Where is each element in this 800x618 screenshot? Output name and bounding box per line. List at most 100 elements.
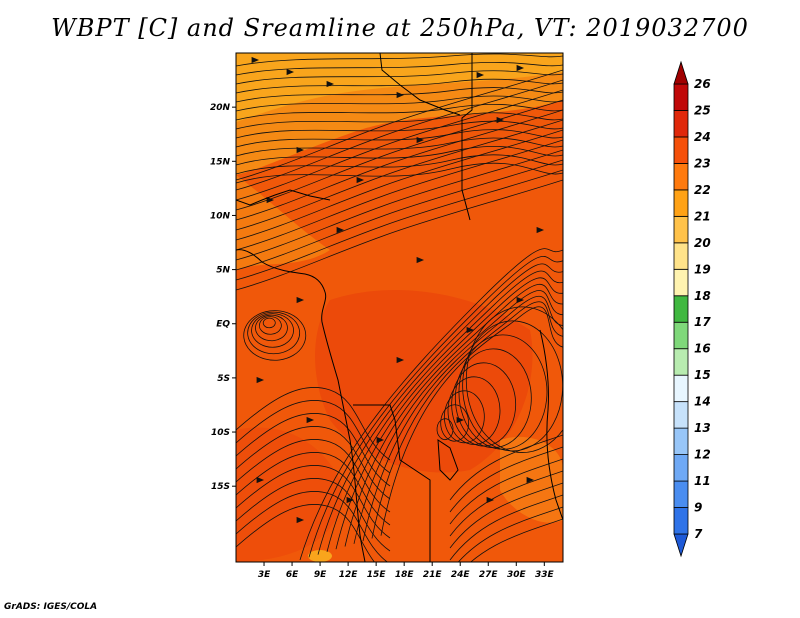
streamline <box>436 418 454 440</box>
lon-tick-label: 6E <box>286 570 299 580</box>
colorbar-label: 14 <box>694 395 711 409</box>
streamline-arrow <box>516 296 525 304</box>
streamline-arrow <box>516 64 525 72</box>
streamline-arrow <box>416 136 425 144</box>
colorbar-label: 22 <box>694 183 711 197</box>
streamline-arrow <box>256 476 265 484</box>
streamline <box>371 301 563 539</box>
lat-tick-label: 15S <box>211 482 230 492</box>
coastlines <box>236 53 563 562</box>
colorbar-box <box>673 110 689 138</box>
streamline <box>236 149 563 261</box>
colorbar-box <box>673 136 689 164</box>
streamline <box>262 317 276 329</box>
streamline <box>236 426 391 500</box>
streamline <box>299 248 563 561</box>
chart-title: WBPT [C] and Sreamline at 250hPa, VT: 20… <box>51 14 749 42</box>
streamline-arrow <box>256 376 265 384</box>
streamline <box>326 270 563 552</box>
streamline <box>236 169 563 281</box>
streamline <box>449 482 563 549</box>
colorbar-box <box>673 480 689 508</box>
streamline-arrow <box>296 296 305 304</box>
colorbar-label: 24 <box>694 130 711 144</box>
streamline <box>458 334 548 450</box>
colorbar-label: 18 <box>694 289 711 303</box>
lat-tick-label: 10N <box>210 211 231 221</box>
streamline <box>247 311 301 355</box>
streamline-arrow <box>286 68 295 76</box>
lat-tick-label: 15N <box>210 157 231 167</box>
streamline <box>447 376 501 445</box>
streamline-arrow <box>326 80 335 88</box>
streamline-arrow <box>266 196 275 204</box>
streamline-arrow <box>296 146 305 154</box>
streamline <box>236 139 563 251</box>
streamline <box>236 439 391 513</box>
streamline-arrow <box>416 256 425 264</box>
streamline <box>236 179 563 291</box>
lon-tick-label: 27E <box>479 570 499 580</box>
lat-axis: 20N 15N 10N 5N EQ 5S 10S 15S <box>210 103 236 492</box>
colorbar: 7 9 11 12 13 14 15 16 17 18 19 20 21 22 23 24 25 26 <box>673 60 711 558</box>
streamline-arrow <box>396 356 405 364</box>
streamline <box>236 465 391 539</box>
lon-tick-label: 30E <box>507 570 527 580</box>
streamline-arrow <box>486 496 495 504</box>
streamline-arrow <box>356 176 365 184</box>
streamline <box>236 491 389 562</box>
plot-frame <box>235 52 564 563</box>
colorbar-box <box>673 401 689 429</box>
streamline <box>236 159 563 271</box>
streamline <box>380 306 563 536</box>
colorbar-box <box>673 507 689 535</box>
lon-tick-label: 18E <box>395 570 415 580</box>
streamline <box>236 61 563 76</box>
streamline-arrow <box>536 226 545 234</box>
streamline-arrow <box>296 516 305 524</box>
lat-tick-label: 20N <box>210 103 231 113</box>
map-plot-area <box>236 53 563 562</box>
streamline <box>451 362 517 447</box>
streamline <box>317 263 563 555</box>
streamline <box>258 316 282 335</box>
colorbar-box <box>673 163 689 191</box>
streamline <box>236 129 563 241</box>
streamline <box>236 78 563 94</box>
streamline <box>236 154 563 175</box>
streamline <box>243 310 307 361</box>
streamline <box>470 518 563 562</box>
colorbar-label: 7 <box>694 527 703 541</box>
colorbar-label: 15 <box>694 368 711 382</box>
streamline <box>236 89 563 201</box>
streamline <box>236 452 391 526</box>
lat-tick-label: 10S <box>211 428 230 438</box>
colorbar-box <box>673 454 689 482</box>
streamline <box>449 470 563 537</box>
streamline <box>236 99 563 211</box>
colorbar-max-triangle <box>673 60 689 85</box>
streamline <box>236 478 391 552</box>
streamline <box>236 162 563 184</box>
colorbar-box <box>673 295 689 323</box>
streamline <box>236 70 563 85</box>
streamline-arrow <box>466 326 475 334</box>
colorbar-label: 11 <box>694 474 711 488</box>
streamline <box>236 69 563 181</box>
wbpt-field-north2 <box>236 53 563 122</box>
streamline <box>353 290 563 544</box>
lat-tick-label: EQ <box>216 320 230 330</box>
streamline <box>236 109 563 221</box>
lon-axis: 3E 6E 9E 12E 15E 18E 21E 24E 27E 30E 33E <box>258 562 554 580</box>
lon-tick-label: 21E <box>423 570 443 580</box>
colorbar-label: 12 <box>694 448 711 462</box>
streamline-arrow <box>376 436 385 444</box>
colorbar-box <box>673 215 689 244</box>
colorbar-min-triangle <box>673 533 689 558</box>
wbpt-field-spot <box>308 550 332 562</box>
colorbar-label: 23 <box>694 156 711 170</box>
streamlines <box>236 53 563 562</box>
wbpt-field-west <box>236 175 330 270</box>
lat-tick-label: 5N <box>216 266 230 276</box>
